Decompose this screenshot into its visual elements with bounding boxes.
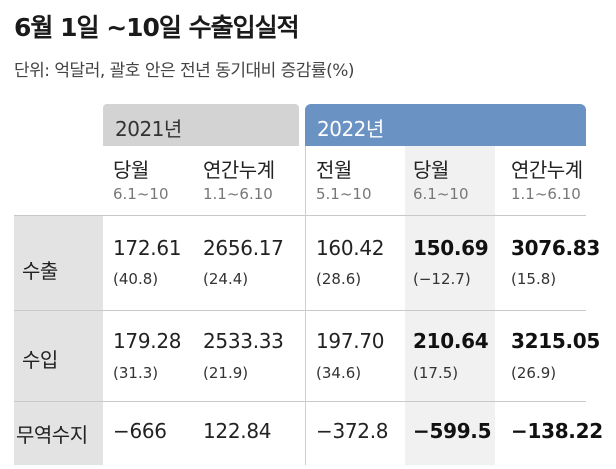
row-label-trade-balance: 무역수지 (16, 423, 88, 447)
cell-change: (15.8) (511, 270, 557, 288)
row-divider (14, 215, 586, 216)
cell-value: 197.70 (316, 329, 385, 353)
row-label-export: 수출 (22, 259, 58, 283)
cell-change: (40.8) (113, 270, 159, 288)
cell-value: 2533.33 (203, 329, 284, 353)
row-label-import: 수입 (22, 348, 58, 372)
cell-change: (28.6) (316, 270, 362, 288)
column-header: 당월 (413, 158, 449, 182)
cell-change: (17.5) (413, 364, 459, 382)
cell-value: 179.28 (113, 329, 182, 353)
cell-value: 210.64 (413, 329, 489, 353)
cell-change: (31.3) (113, 364, 159, 382)
cell-value: −599.5 (413, 419, 492, 443)
column-header: 전월 (316, 158, 352, 182)
column-header: 연간누계 (511, 158, 583, 182)
cell-value: 2656.17 (203, 236, 284, 260)
cell-change: (24.4) (203, 270, 249, 288)
cell-change: (21.9) (203, 364, 249, 382)
cell-value: 150.69 (413, 236, 489, 260)
cell-change: (34.6) (316, 364, 362, 382)
column-period: 1.1~6.10 (511, 185, 581, 203)
column-period: 5.1~10 (316, 185, 372, 203)
column-divider (305, 146, 306, 465)
cell-change: (26.9) (511, 364, 557, 382)
highlight-column-background (405, 146, 495, 465)
cell-change: (−12.7) (413, 270, 471, 288)
unit-note: 단위: 억달러, 괄호 안은 전년 동기대비 증감률(%) (14, 61, 355, 81)
row-label-background (14, 215, 103, 465)
page-title: 6월 1일 ~10일 수출입실적 (14, 13, 300, 42)
cell-value: −666 (113, 419, 167, 443)
column-period: 6.1~10 (413, 185, 469, 203)
column-header: 연간누계 (203, 158, 275, 182)
cell-value: 172.61 (113, 236, 182, 260)
year-header-2021: 2021년 (103, 104, 299, 146)
cell-value: 3215.05 (511, 329, 600, 353)
row-divider (14, 310, 586, 311)
cell-value: −138.22 (511, 419, 603, 443)
column-header: 당월 (113, 158, 149, 182)
cell-value: 3076.83 (511, 236, 600, 260)
column-period: 1.1~6.10 (203, 185, 273, 203)
row-divider (14, 401, 586, 402)
year-header-2022: 2022년 (305, 104, 586, 146)
year-header-2022-label: 2022년 (317, 117, 384, 141)
cell-value: 160.42 (316, 236, 385, 260)
cell-value: 122.84 (203, 419, 272, 443)
cell-value: −372.8 (316, 419, 389, 443)
year-header-2021-label: 2021년 (115, 117, 182, 141)
column-period: 6.1~10 (113, 185, 169, 203)
